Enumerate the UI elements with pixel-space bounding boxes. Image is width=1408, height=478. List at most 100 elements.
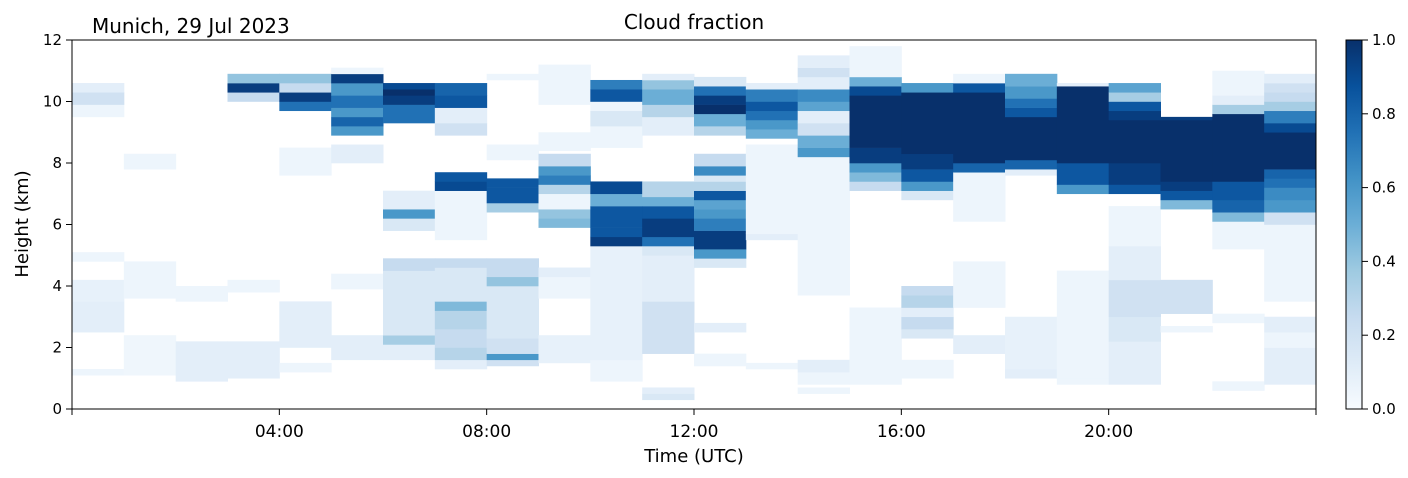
y-tick-label: 8 — [52, 154, 62, 172]
heatmap-cell — [279, 147, 332, 176]
heatmap-cell — [1212, 181, 1265, 201]
heatmap-cell — [849, 172, 902, 182]
heatmap-cell — [383, 190, 436, 210]
heatmap-cell — [694, 209, 747, 219]
heatmap-cell — [1056, 86, 1110, 164]
heatmap-cell — [642, 73, 695, 81]
heatmap-cell — [694, 95, 747, 105]
heatmap-cell — [1212, 70, 1265, 84]
heatmap-cell — [434, 83, 488, 96]
heatmap-cell — [1264, 169, 1317, 179]
heatmap-cell — [434, 329, 488, 348]
heatmap-cell — [434, 267, 488, 302]
heatmap-cell — [1212, 199, 1265, 213]
heatmap-cell — [1005, 169, 1058, 176]
heatmap-cell — [1108, 246, 1161, 281]
heatmap-cell — [694, 249, 747, 259]
heatmap-cell — [538, 64, 591, 105]
heatmap-cell — [331, 73, 384, 84]
colorbar: 0.0 0.2 0.4 0.6 0.8 1.0 — [1345, 31, 1396, 418]
heatmap-cell — [1264, 212, 1317, 225]
heatmap-cell — [694, 199, 747, 210]
heatmap-cell — [227, 73, 280, 84]
heatmap-cell — [279, 83, 332, 93]
heatmap-cell — [1005, 116, 1058, 161]
heatmap-cell — [694, 113, 747, 127]
heatmap-cell — [901, 181, 954, 191]
heatmap-cell — [72, 279, 125, 302]
heatmap-cell — [1264, 347, 1317, 385]
heatmap-cell — [1264, 224, 1317, 302]
heatmap-cell — [1005, 73, 1058, 87]
heatmap-cell — [1005, 86, 1058, 99]
heatmap-cell — [1264, 110, 1317, 124]
heatmap-cell — [1056, 184, 1110, 195]
heatmap-cell — [849, 76, 902, 87]
heatmap-cell — [642, 89, 695, 105]
heatmap-cell — [901, 92, 954, 155]
heatmap-cell — [1264, 332, 1317, 348]
heatmap-cell — [123, 335, 177, 376]
heatmap-cell — [1264, 187, 1317, 201]
heatmap-cell — [642, 104, 695, 118]
heatmap-cell — [538, 132, 591, 151]
heatmap-cell — [694, 218, 747, 231]
heatmap-cell — [797, 372, 850, 385]
heatmap-cell — [642, 236, 695, 247]
heatmap-cell — [331, 67, 384, 75]
heatmap-cell — [1212, 95, 1265, 105]
heatmap-cell — [901, 286, 954, 296]
heatmap-cell — [1212, 83, 1265, 96]
heatmap-cell — [1005, 159, 1058, 170]
heatmap-cell — [486, 73, 539, 81]
heatmap-cell — [72, 104, 125, 118]
heatmap-cell — [227, 341, 280, 379]
y-axis-label: Height (km) — [12, 170, 33, 277]
heatmap-cell — [279, 362, 332, 373]
heatmap-cell — [694, 126, 747, 136]
heatmap-cell — [642, 301, 695, 354]
y-tick-label: 4 — [52, 277, 62, 295]
heatmap-cell — [383, 344, 436, 361]
heatmap-cell — [434, 123, 488, 136]
heatmap-cell — [745, 119, 799, 130]
heatmap-cell — [279, 73, 332, 84]
x-axis-label: Time (UTC) — [643, 446, 744, 467]
heatmap-cell — [745, 83, 799, 90]
heatmap-cell — [383, 89, 436, 96]
y-tick-label: 12 — [43, 31, 62, 49]
y-tick-label: 10 — [43, 93, 62, 111]
heatmap-cell — [1160, 181, 1213, 191]
heatmap-cell — [331, 95, 384, 108]
heatmap-cell — [434, 190, 488, 241]
heatmap-cell — [434, 310, 488, 330]
heatmap-cell — [1056, 163, 1110, 185]
heatmap-cell — [694, 190, 747, 201]
heatmap-cell — [953, 92, 1006, 164]
heatmap-cell — [953, 163, 1006, 173]
heatmap-cell — [1160, 199, 1213, 210]
heatmap-cell — [642, 206, 695, 219]
heatmap-cell — [538, 166, 591, 176]
heatmap-cell — [434, 181, 488, 191]
heatmap-cell — [849, 147, 902, 164]
heatmap-cell — [538, 153, 591, 167]
y-tick-label: 6 — [52, 216, 62, 234]
x-tick-label: 08:00 — [462, 422, 511, 442]
colorbar-tick-label: 1.0 — [1372, 31, 1396, 49]
heatmap-cell — [383, 258, 436, 271]
heatmap-cell — [1108, 101, 1161, 112]
y-tick-label: 0 — [52, 400, 62, 418]
heatmap-cell — [72, 92, 125, 105]
heatmap-cell — [797, 76, 850, 90]
heatmap-cell — [797, 89, 850, 102]
heatmap-cell — [434, 95, 488, 108]
heatmap-cell — [901, 153, 954, 170]
heatmap-cell — [642, 393, 695, 401]
heatmap-cell — [694, 104, 747, 115]
heatmap-cell — [1264, 132, 1317, 170]
heatmap-cell — [1160, 119, 1213, 182]
chart-title: Cloud fraction — [624, 10, 764, 34]
heatmap-cell — [953, 83, 1006, 93]
heatmap-cell — [953, 261, 1006, 308]
